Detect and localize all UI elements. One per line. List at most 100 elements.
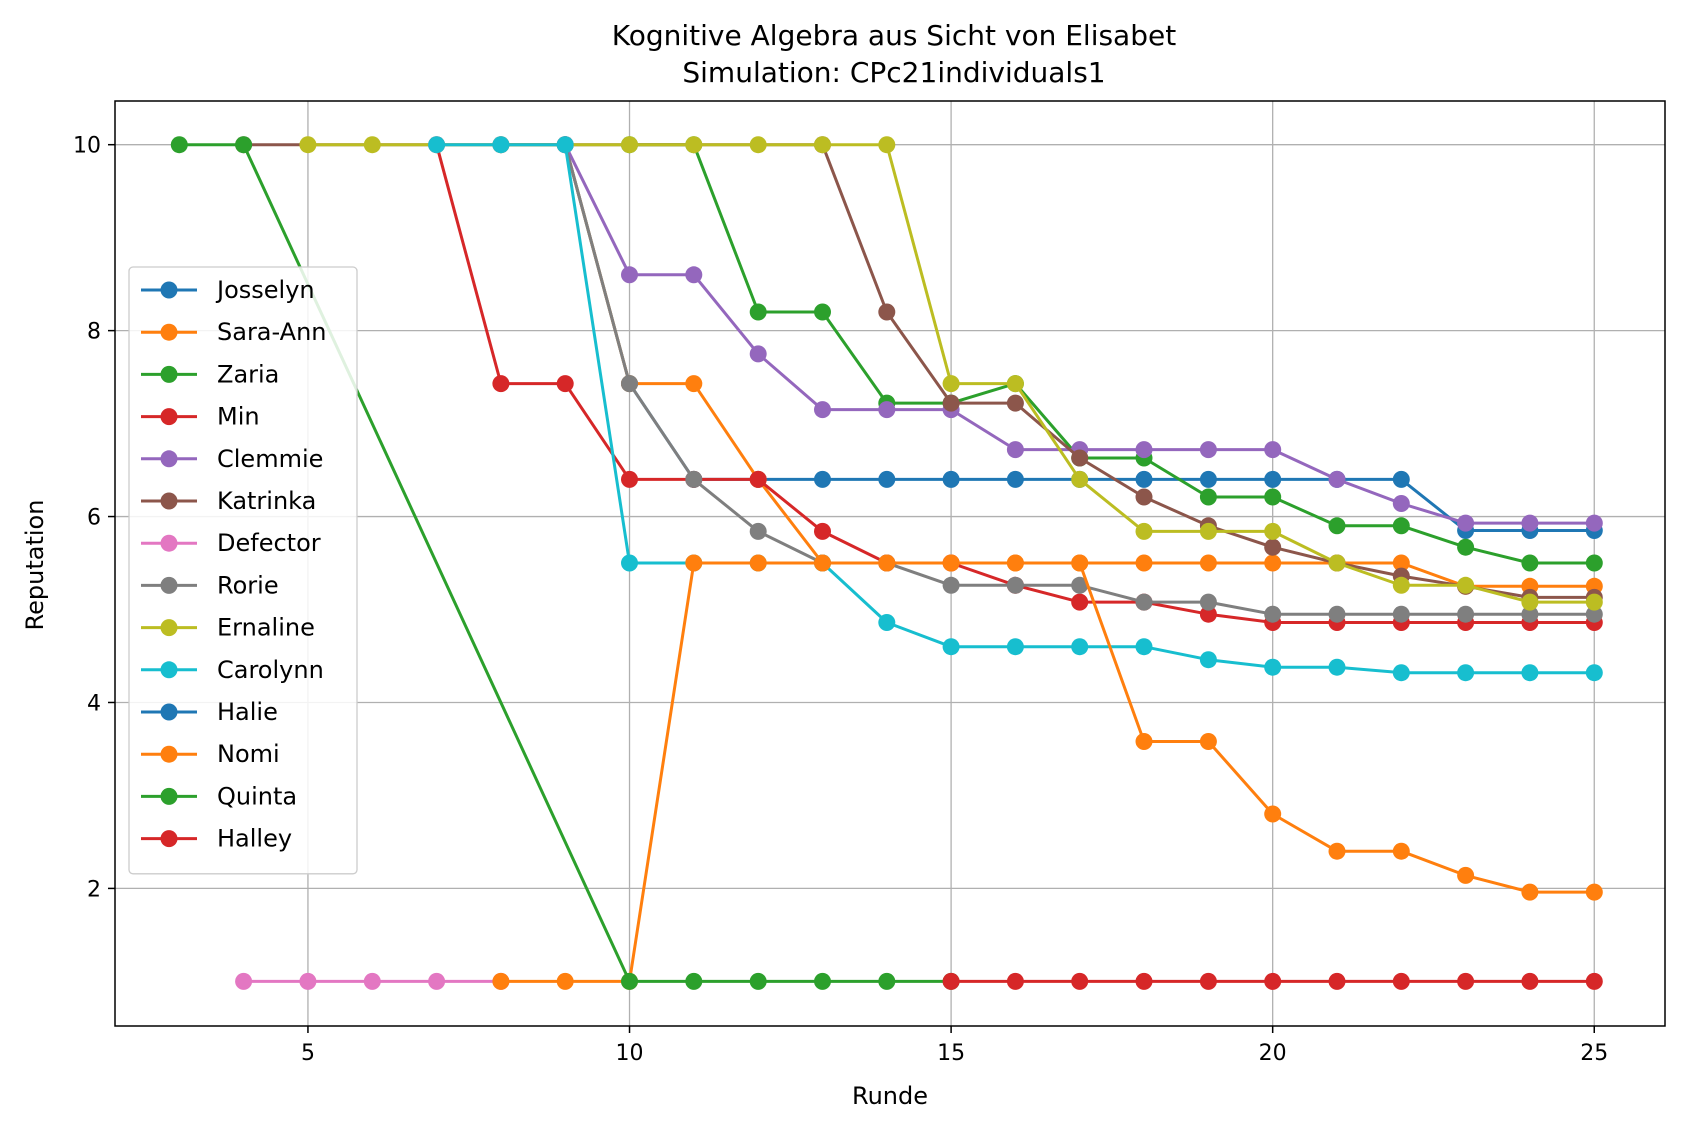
y-tick-label: 6 bbox=[87, 506, 101, 531]
data-point bbox=[1328, 842, 1346, 860]
series-line bbox=[307, 143, 1595, 604]
legend-label: Min bbox=[217, 403, 260, 431]
legend-item: Quinta bbox=[141, 782, 297, 810]
data-point bbox=[1328, 972, 1346, 990]
data-point bbox=[814, 303, 831, 321]
data-point bbox=[1264, 488, 1282, 506]
axis-ticks: 5 10 15 20 25 2 4 6 8 10 bbox=[73, 134, 1608, 1066]
data-point bbox=[685, 266, 703, 284]
data-point bbox=[1457, 605, 1475, 623]
data-point bbox=[1071, 593, 1089, 611]
data-point bbox=[1328, 470, 1346, 488]
data-point bbox=[170, 136, 188, 154]
data-point bbox=[1585, 883, 1603, 901]
legend-label: Nomi bbox=[217, 740, 280, 768]
data-point bbox=[1135, 441, 1153, 459]
data-point bbox=[1135, 733, 1153, 750]
data-point bbox=[1457, 972, 1475, 990]
data-point bbox=[878, 470, 896, 488]
data-point bbox=[685, 470, 703, 488]
data-point bbox=[685, 375, 703, 393]
legend-marker bbox=[160, 281, 178, 299]
legend-item: Nomi bbox=[141, 740, 280, 768]
data-point bbox=[1071, 470, 1089, 488]
data-point bbox=[1264, 658, 1282, 676]
series-halley bbox=[942, 972, 1603, 990]
data-point bbox=[878, 136, 896, 154]
data-point bbox=[556, 972, 574, 990]
data-point bbox=[1328, 658, 1346, 676]
data-point bbox=[814, 554, 831, 572]
data-point bbox=[1135, 554, 1153, 572]
legend-marker bbox=[160, 745, 178, 763]
y-tick-label: 4 bbox=[87, 691, 101, 716]
legend-item: Zaria bbox=[141, 360, 279, 388]
legend-box bbox=[128, 266, 358, 875]
series-layer bbox=[170, 136, 1603, 990]
data-point bbox=[1006, 638, 1024, 656]
series-line bbox=[500, 561, 1595, 983]
data-point bbox=[1392, 470, 1410, 488]
data-point bbox=[1521, 972, 1539, 990]
data-point bbox=[556, 136, 574, 154]
data-point bbox=[942, 972, 960, 990]
legend-label: Clemmie bbox=[217, 445, 323, 473]
data-point bbox=[878, 614, 896, 631]
data-point bbox=[1392, 842, 1410, 860]
x-tick-label: 5 bbox=[301, 1041, 315, 1066]
y-tick-label: 8 bbox=[87, 320, 101, 345]
legend-item: Ernaline bbox=[141, 614, 315, 642]
chart-title: Kognitive Algebra aus Sicht von Elisabet bbox=[612, 19, 1176, 52]
legend-marker bbox=[160, 323, 178, 341]
data-point bbox=[1071, 554, 1089, 572]
data-point bbox=[1264, 522, 1282, 540]
data-point bbox=[1521, 605, 1539, 623]
legend-marker bbox=[160, 619, 178, 637]
data-point bbox=[428, 972, 446, 990]
data-point bbox=[621, 972, 638, 990]
data-point bbox=[1264, 554, 1282, 572]
data-point bbox=[814, 401, 831, 419]
y-tick-label: 2 bbox=[87, 877, 101, 902]
data-point bbox=[685, 972, 703, 990]
data-point bbox=[1521, 514, 1539, 532]
data-point bbox=[1585, 605, 1603, 623]
data-point bbox=[1264, 605, 1282, 623]
data-point bbox=[363, 136, 381, 154]
data-point bbox=[878, 303, 896, 321]
data-point bbox=[1199, 522, 1217, 540]
data-point bbox=[235, 972, 253, 990]
data-point bbox=[1199, 554, 1217, 572]
data-point bbox=[749, 972, 767, 990]
data-point bbox=[1071, 449, 1089, 467]
data-point bbox=[1199, 470, 1217, 488]
plot-frame bbox=[114, 100, 1666, 1027]
legend-item: Defector bbox=[141, 529, 321, 557]
legend-label: Sara-Ann bbox=[217, 318, 327, 346]
legend-marker bbox=[160, 492, 178, 510]
data-point bbox=[1585, 972, 1603, 990]
legend-marker bbox=[160, 365, 178, 383]
data-point bbox=[942, 554, 960, 572]
data-point bbox=[814, 136, 831, 154]
data-point bbox=[492, 972, 510, 990]
legend-label: Defector bbox=[217, 529, 321, 557]
data-point bbox=[1135, 522, 1153, 540]
data-point bbox=[1006, 375, 1024, 393]
data-point bbox=[1392, 605, 1410, 623]
data-point bbox=[1071, 638, 1089, 656]
data-point bbox=[1392, 664, 1410, 682]
legend-label: Rorie bbox=[217, 571, 279, 599]
data-point bbox=[428, 136, 446, 154]
data-point bbox=[621, 136, 638, 154]
data-point bbox=[1521, 664, 1539, 682]
legend-marker bbox=[160, 534, 178, 552]
data-point bbox=[749, 136, 767, 154]
data-point bbox=[1521, 554, 1539, 572]
data-point bbox=[1585, 664, 1603, 682]
series-line bbox=[629, 143, 1595, 565]
data-point bbox=[1585, 593, 1603, 611]
legend-item: Halie bbox=[141, 698, 278, 726]
legend-item: Halley bbox=[141, 825, 292, 853]
